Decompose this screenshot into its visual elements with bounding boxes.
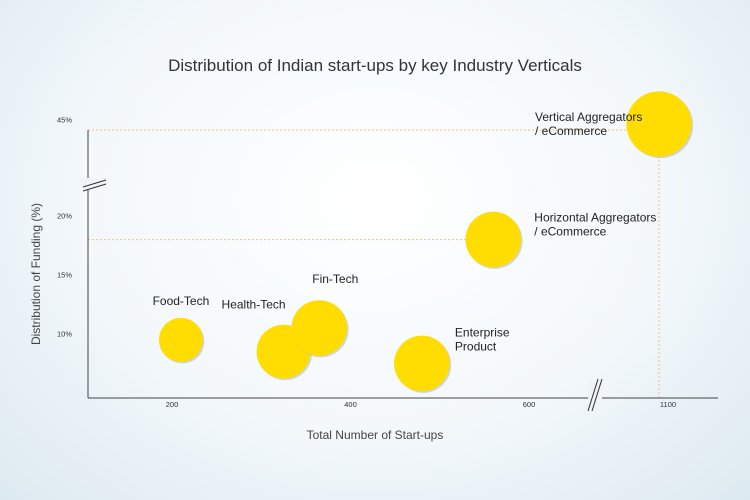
bubble — [394, 335, 450, 392]
bubble-label-line: / eCommerce — [535, 124, 607, 138]
bubble — [158, 317, 203, 362]
x-axis-break — [587, 378, 603, 414]
bubble-label-line: Food-Tech — [153, 294, 210, 308]
bubble-label-line: Vertical Aggregators — [535, 110, 642, 124]
x-axis-title: Total Number of Start-ups — [307, 428, 444, 442]
y-tick-label: 20% — [57, 212, 72, 221]
bubble — [626, 91, 692, 157]
bubble-label: Horizontal Aggregators / eCommerce — [534, 211, 656, 239]
y-tick-label: 45% — [57, 116, 72, 125]
reference-lines — [88, 124, 660, 398]
bubble-label: Health-Tech — [222, 298, 286, 312]
axis-ticks: 200 400 600 1100 10% 15% 20% 45% — [57, 116, 676, 410]
x-tick-label: 200 — [166, 400, 179, 409]
x-tick-label: 400 — [344, 400, 357, 409]
bubbles — [158, 91, 694, 393]
bubble-label-line: Product — [455, 340, 497, 354]
bubble-label-line: Health-Tech — [222, 298, 286, 312]
bubble-label: Fin-Tech — [312, 272, 358, 286]
bubble-label-line: Enterprise — [455, 326, 510, 340]
y-tick-label: 10% — [57, 330, 72, 339]
bubble — [465, 211, 522, 268]
y-axis-break — [80, 178, 108, 192]
x-tick-label: 1100 — [660, 400, 676, 409]
bubble-labels: Food-Tech Health-Tech Fin-Tech Enterprise Pr… — [153, 110, 657, 354]
bubble-label: Enterprise Product — [455, 326, 510, 354]
x-tick-label: 600 — [523, 400, 536, 409]
y-tick-label: 15% — [57, 271, 72, 280]
bubble-label: Vertical Aggregators / eCommerce — [535, 110, 642, 138]
bubble-label-line: / eCommerce — [534, 225, 606, 239]
bubble-label: Food-Tech — [153, 294, 210, 308]
y-axis-title: Distribution of Funding (%) — [29, 203, 43, 345]
chart-title: Distribution of Indian start-ups by key … — [168, 56, 582, 75]
bubble — [291, 300, 348, 356]
bubble-label-line: Fin-Tech — [312, 272, 358, 286]
bubble-label-line: Horizontal Aggregators — [534, 211, 656, 225]
